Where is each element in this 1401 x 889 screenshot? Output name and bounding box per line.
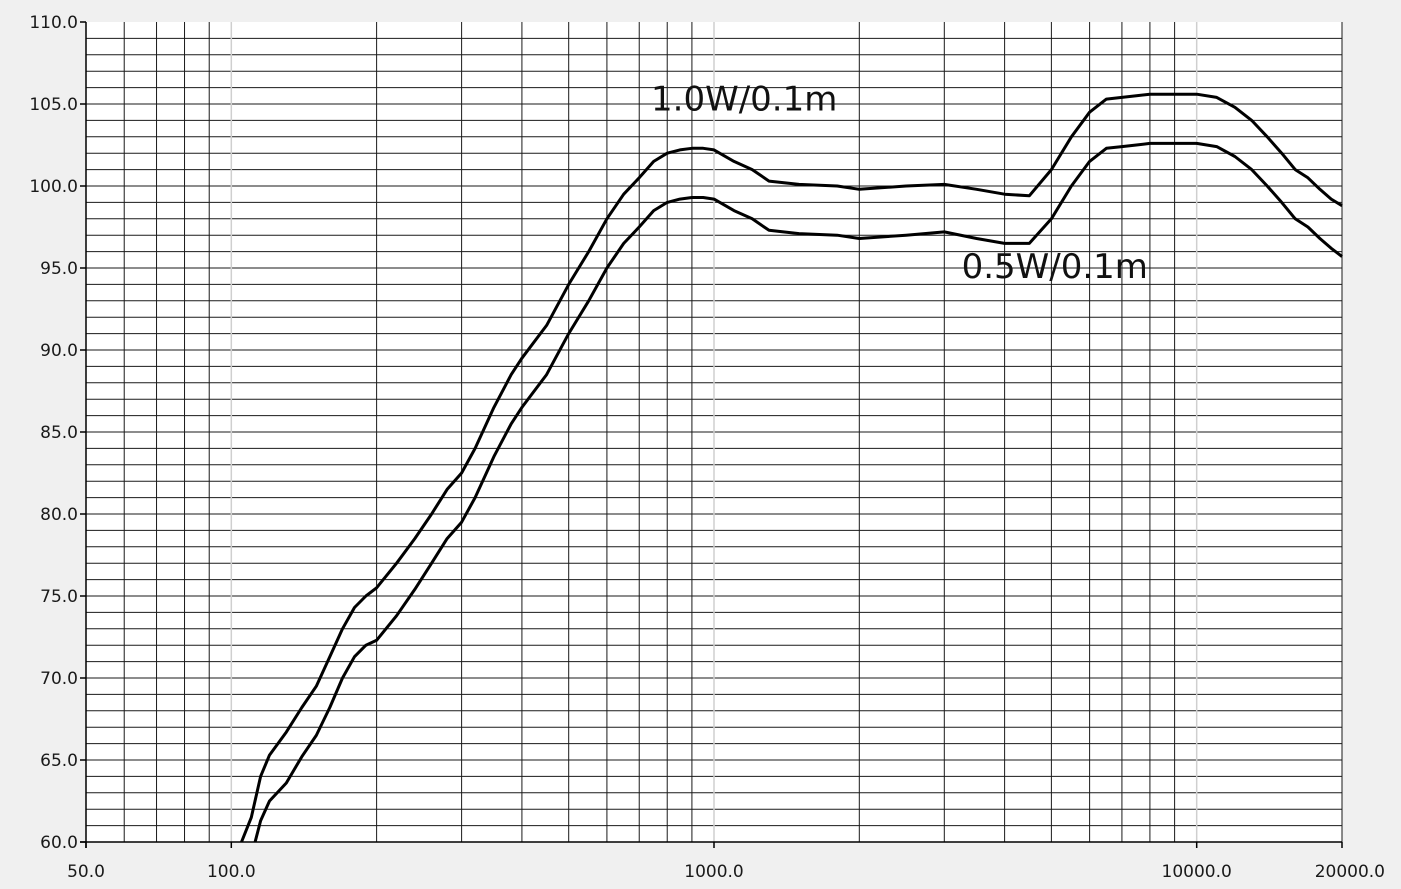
y-tick-label: 100.0 (29, 177, 78, 197)
y-tick-label: 60.0 (40, 833, 78, 853)
y-tick-label: 70.0 (40, 669, 78, 689)
axes (80, 22, 1342, 848)
tick-labels: 60.0 65.0 70.0 75.0 80.0 85.0 90.0 95.0 100.0 105… (29, 13, 1385, 882)
y-tick-label: 75.0 (40, 587, 78, 607)
y-tick-label: 65.0 (40, 751, 78, 771)
y-tick-label: 105.0 (29, 95, 78, 115)
series-line-1 (240, 92, 1343, 843)
series-annotation: 0.5W/0.1m (962, 247, 1148, 287)
y-tick-label: 95.0 (40, 259, 78, 279)
y-tick-label: 90.0 (40, 341, 78, 361)
x-tick-label: 50.0 (67, 862, 105, 882)
x-tick-label: 1000.0 (684, 862, 743, 882)
x-tick-label: 100.0 (207, 862, 256, 882)
series-group (240, 92, 1343, 843)
series-annotation: 1.0W/0.1m (651, 80, 837, 120)
y-tick-label: 85.0 (40, 423, 78, 443)
y-tick-label: 80.0 (40, 505, 78, 525)
series-line-2 (253, 141, 1343, 843)
x-tick-label: 10000.0 (1162, 862, 1232, 882)
major-grid (230, 22, 1198, 842)
y-tick-label: 110.0 (29, 13, 78, 33)
annotations: 1.0W/0.1m 0.5W/0.1m (651, 80, 1148, 287)
x-tick-label: 20000.0 (1315, 862, 1385, 882)
